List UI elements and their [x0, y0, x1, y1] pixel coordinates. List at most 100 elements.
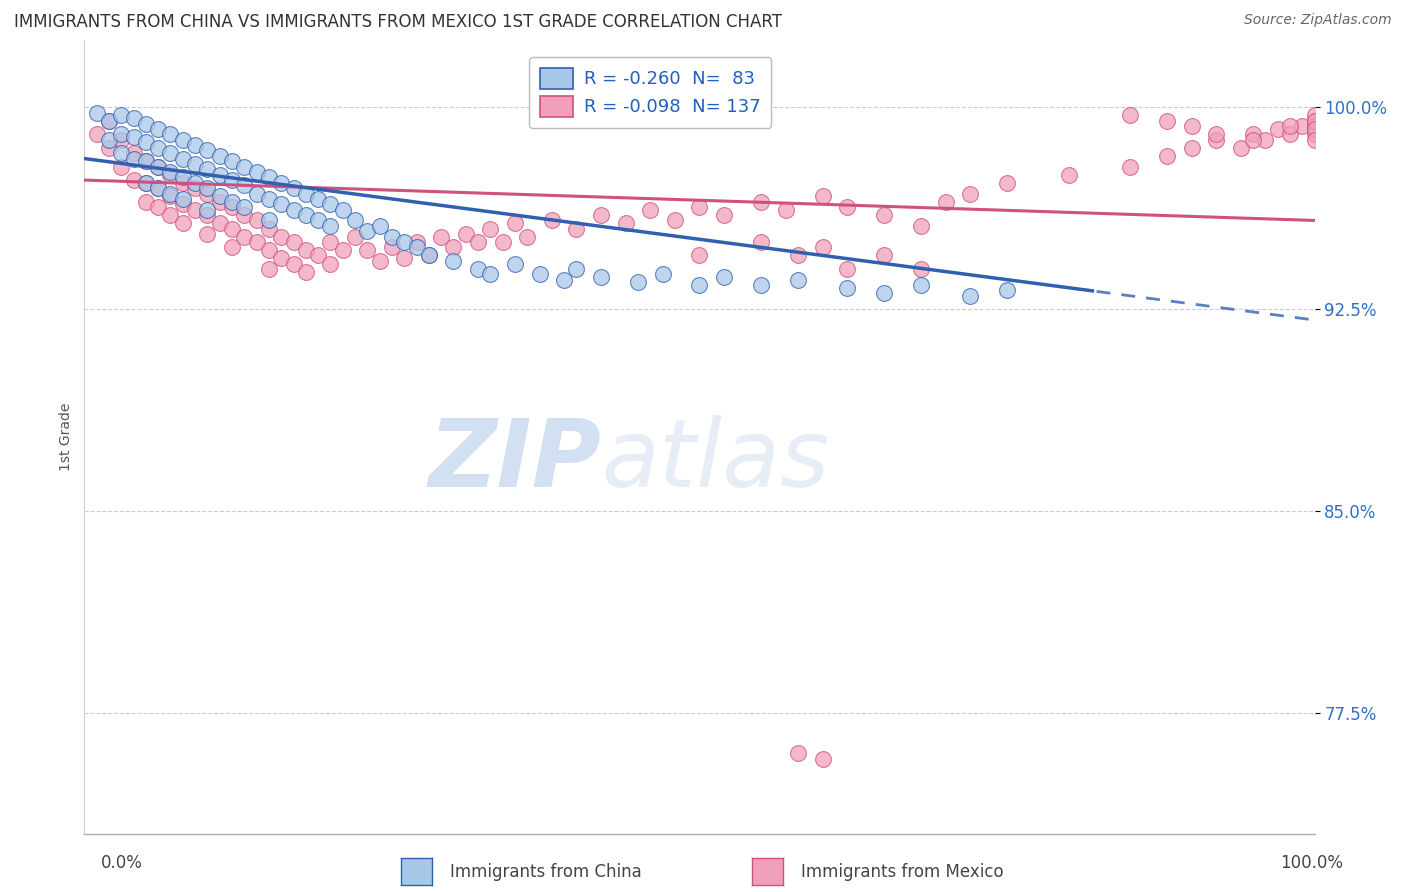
Point: [1303, 108, 1326, 122]
Point: [221, 194, 243, 209]
Point: [356, 224, 378, 238]
Point: [627, 276, 650, 290]
Point: [233, 200, 256, 214]
Point: [516, 229, 538, 244]
Point: [405, 235, 427, 249]
Point: [565, 261, 588, 276]
Point: [1303, 122, 1326, 136]
Point: [503, 256, 526, 270]
Point: [159, 186, 181, 201]
Point: [307, 248, 329, 262]
Point: [1156, 149, 1178, 163]
Point: [159, 128, 181, 142]
Point: [811, 240, 834, 254]
Point: [319, 219, 342, 233]
Point: [995, 176, 1018, 190]
Point: [98, 133, 120, 147]
Point: [208, 194, 231, 209]
Point: [394, 251, 416, 265]
Point: [148, 200, 170, 214]
Point: [332, 243, 354, 257]
Point: [283, 235, 305, 249]
Point: [479, 221, 502, 235]
Point: [110, 108, 132, 122]
Point: [381, 240, 404, 254]
Point: [184, 176, 207, 190]
Point: [1181, 141, 1204, 155]
Point: [1303, 120, 1326, 134]
Point: [135, 136, 157, 150]
Point: [233, 208, 256, 222]
Point: [221, 154, 243, 169]
Point: [135, 176, 157, 190]
Point: [811, 752, 834, 766]
Point: [135, 154, 157, 169]
Point: [233, 178, 256, 193]
Point: [221, 240, 243, 254]
Point: [787, 746, 810, 760]
Point: [787, 273, 810, 287]
Point: [1291, 120, 1313, 134]
Point: [1119, 160, 1142, 174]
Point: [749, 278, 772, 293]
Point: [1156, 114, 1178, 128]
Point: [749, 194, 772, 209]
Point: [197, 181, 219, 195]
Point: [270, 229, 292, 244]
Point: [1181, 120, 1204, 134]
Point: [221, 200, 243, 214]
Point: [295, 208, 318, 222]
Point: [910, 278, 932, 293]
Point: [811, 189, 834, 203]
Point: [1303, 114, 1326, 128]
Point: [1241, 133, 1264, 147]
Point: [257, 261, 280, 276]
Text: IMMIGRANTS FROM CHINA VS IMMIGRANTS FROM MEXICO 1ST GRADE CORRELATION CHART: IMMIGRANTS FROM CHINA VS IMMIGRANTS FROM…: [14, 13, 782, 31]
Point: [1241, 128, 1264, 142]
Point: [283, 256, 305, 270]
Point: [1303, 122, 1326, 136]
Text: Source: ZipAtlas.com: Source: ZipAtlas.com: [1244, 13, 1392, 28]
Point: [689, 200, 711, 214]
Point: [295, 186, 318, 201]
Point: [307, 192, 329, 206]
Point: [332, 202, 354, 217]
Point: [910, 261, 932, 276]
Point: [159, 189, 181, 203]
Point: [910, 219, 932, 233]
Point: [1279, 128, 1302, 142]
Point: [233, 229, 256, 244]
Point: [197, 208, 219, 222]
Point: [246, 186, 269, 201]
Point: [873, 208, 896, 222]
Point: [356, 243, 378, 257]
Point: [1254, 133, 1277, 147]
Point: [86, 128, 108, 142]
Point: [221, 221, 243, 235]
Point: [319, 197, 342, 211]
Point: [246, 235, 269, 249]
Point: [541, 213, 564, 227]
Point: [344, 213, 367, 227]
Point: [1303, 114, 1326, 128]
Text: ZIP: ZIP: [429, 415, 602, 507]
Point: [110, 133, 132, 147]
Point: [430, 229, 453, 244]
Point: [479, 267, 502, 281]
Point: [270, 176, 292, 190]
Point: [172, 170, 194, 185]
Point: [233, 160, 256, 174]
Point: [418, 248, 440, 262]
Point: [197, 144, 219, 158]
Point: [775, 202, 797, 217]
Point: [257, 192, 280, 206]
Point: [246, 165, 269, 179]
Point: [148, 160, 170, 174]
Point: [1303, 128, 1326, 142]
Point: [368, 253, 391, 268]
Point: [713, 269, 735, 284]
Point: [1267, 122, 1289, 136]
Point: [689, 278, 711, 293]
Point: [959, 289, 981, 303]
Point: [197, 202, 219, 217]
